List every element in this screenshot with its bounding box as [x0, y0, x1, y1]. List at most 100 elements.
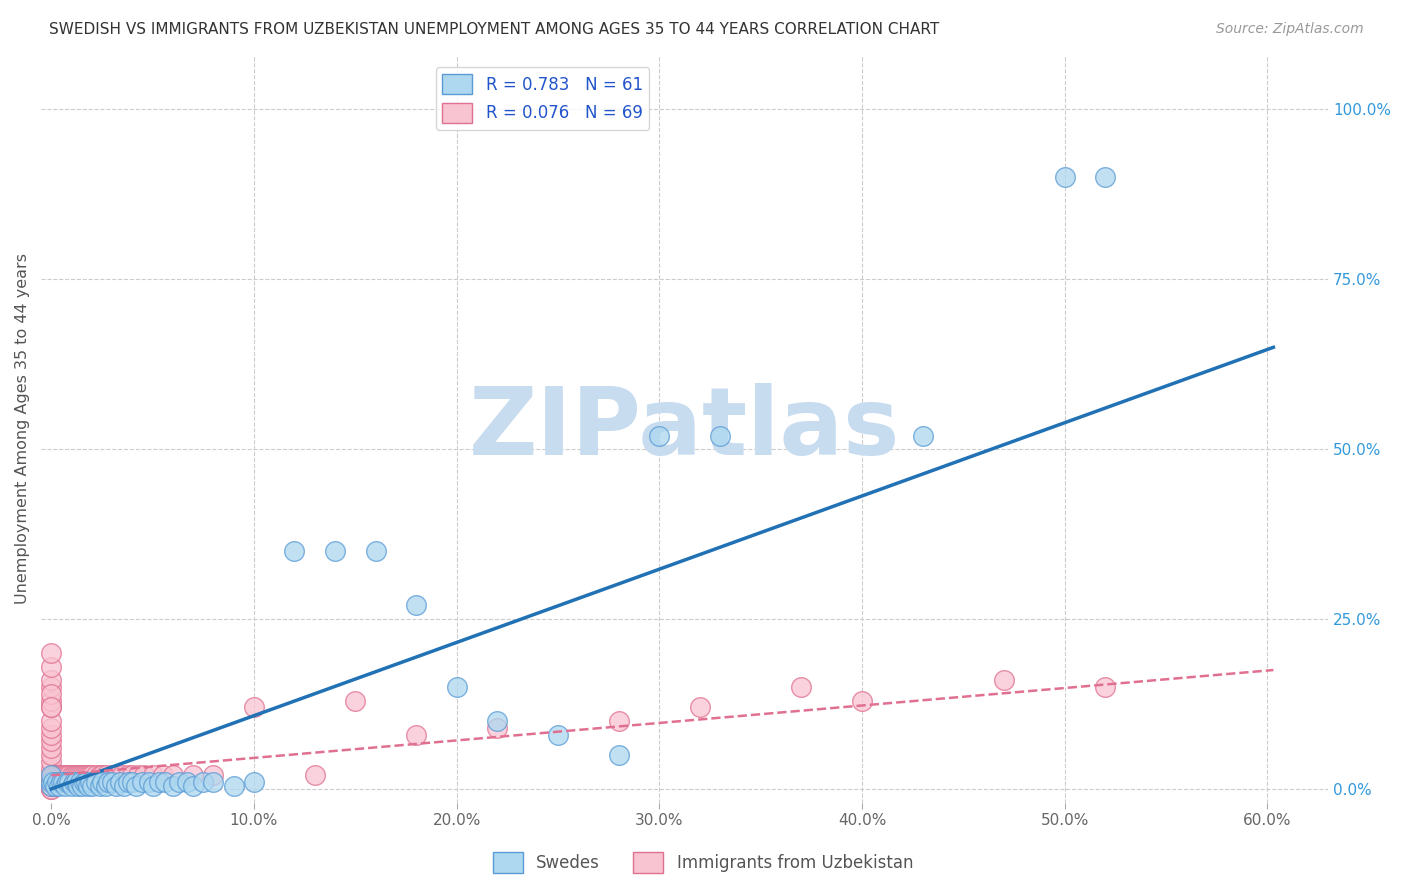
Point — [62, 775, 84, 789]
Point — [94, 779, 117, 793]
Point — [39, 755, 62, 769]
Point — [66, 779, 89, 793]
Point — [689, 700, 711, 714]
Point — [89, 768, 111, 782]
Point — [39, 781, 62, 796]
Point — [125, 779, 148, 793]
Point — [76, 779, 98, 793]
Point — [344, 693, 367, 707]
Point — [167, 775, 190, 789]
Point — [176, 775, 198, 789]
Point — [39, 700, 62, 714]
Point — [52, 775, 75, 789]
Point — [993, 673, 1015, 688]
Point — [304, 768, 326, 782]
Point — [39, 779, 62, 793]
Point — [39, 772, 62, 786]
Point — [73, 775, 96, 789]
Point — [101, 768, 124, 782]
Point — [162, 779, 184, 793]
Point — [39, 659, 62, 673]
Point — [90, 768, 112, 782]
Point — [162, 768, 184, 782]
Point — [39, 646, 62, 660]
Point — [142, 768, 165, 782]
Point — [60, 768, 83, 782]
Point — [243, 775, 266, 789]
Point — [51, 775, 73, 789]
Point — [39, 781, 62, 796]
Point — [101, 775, 124, 789]
Point — [42, 775, 65, 789]
Point — [39, 693, 62, 707]
Point — [152, 768, 174, 782]
Point — [69, 775, 91, 789]
Point — [60, 779, 83, 793]
Point — [364, 544, 387, 558]
Point — [39, 741, 62, 756]
Point — [446, 680, 468, 694]
Text: SWEDISH VS IMMIGRANTS FROM UZBEKISTAN UNEMPLOYMENT AMONG AGES 35 TO 44 YEARS COR: SWEDISH VS IMMIGRANTS FROM UZBEKISTAN UN… — [49, 22, 939, 37]
Point — [51, 768, 73, 782]
Point — [142, 779, 165, 793]
Point — [70, 768, 93, 782]
Point — [80, 768, 103, 782]
Point — [127, 768, 149, 782]
Point — [39, 728, 62, 742]
Point — [39, 747, 62, 762]
Point — [76, 768, 98, 782]
Point — [46, 768, 69, 782]
Point — [94, 768, 117, 782]
Point — [117, 775, 139, 789]
Point — [65, 775, 87, 789]
Point — [117, 768, 139, 782]
Point — [79, 768, 101, 782]
Point — [39, 734, 62, 748]
Point — [66, 768, 89, 782]
Point — [1094, 170, 1116, 185]
Point — [48, 768, 70, 782]
Text: Source: ZipAtlas.com: Source: ZipAtlas.com — [1216, 22, 1364, 37]
Point — [70, 779, 93, 793]
Point — [39, 721, 62, 735]
Point — [121, 768, 143, 782]
Point — [62, 768, 84, 782]
Point — [1094, 680, 1116, 694]
Point — [39, 779, 62, 793]
Point — [89, 779, 111, 793]
Point — [39, 775, 62, 789]
Point — [202, 775, 225, 789]
Point — [486, 714, 509, 728]
Point — [55, 779, 77, 793]
Point — [911, 428, 934, 442]
Point — [44, 768, 66, 782]
Point — [73, 768, 96, 782]
Point — [48, 779, 70, 793]
Point — [709, 428, 731, 442]
Point — [97, 775, 120, 789]
Point — [58, 768, 80, 782]
Point — [134, 768, 156, 782]
Point — [790, 680, 813, 694]
Point — [112, 779, 135, 793]
Point — [39, 687, 62, 701]
Point — [607, 747, 630, 762]
Point — [607, 714, 630, 728]
Point — [56, 775, 79, 789]
Point — [39, 775, 62, 789]
Point — [75, 768, 97, 782]
Point — [121, 775, 143, 789]
Point — [39, 714, 62, 728]
Point — [111, 768, 134, 782]
Point — [42, 768, 65, 782]
Point — [243, 700, 266, 714]
Point — [79, 775, 101, 789]
Text: ZIPatlas: ZIPatlas — [470, 383, 900, 475]
Point — [80, 779, 103, 793]
Point — [202, 768, 225, 782]
Point — [648, 428, 671, 442]
Point — [65, 768, 87, 782]
Point — [222, 779, 245, 793]
Point — [181, 779, 204, 793]
Point — [405, 728, 427, 742]
